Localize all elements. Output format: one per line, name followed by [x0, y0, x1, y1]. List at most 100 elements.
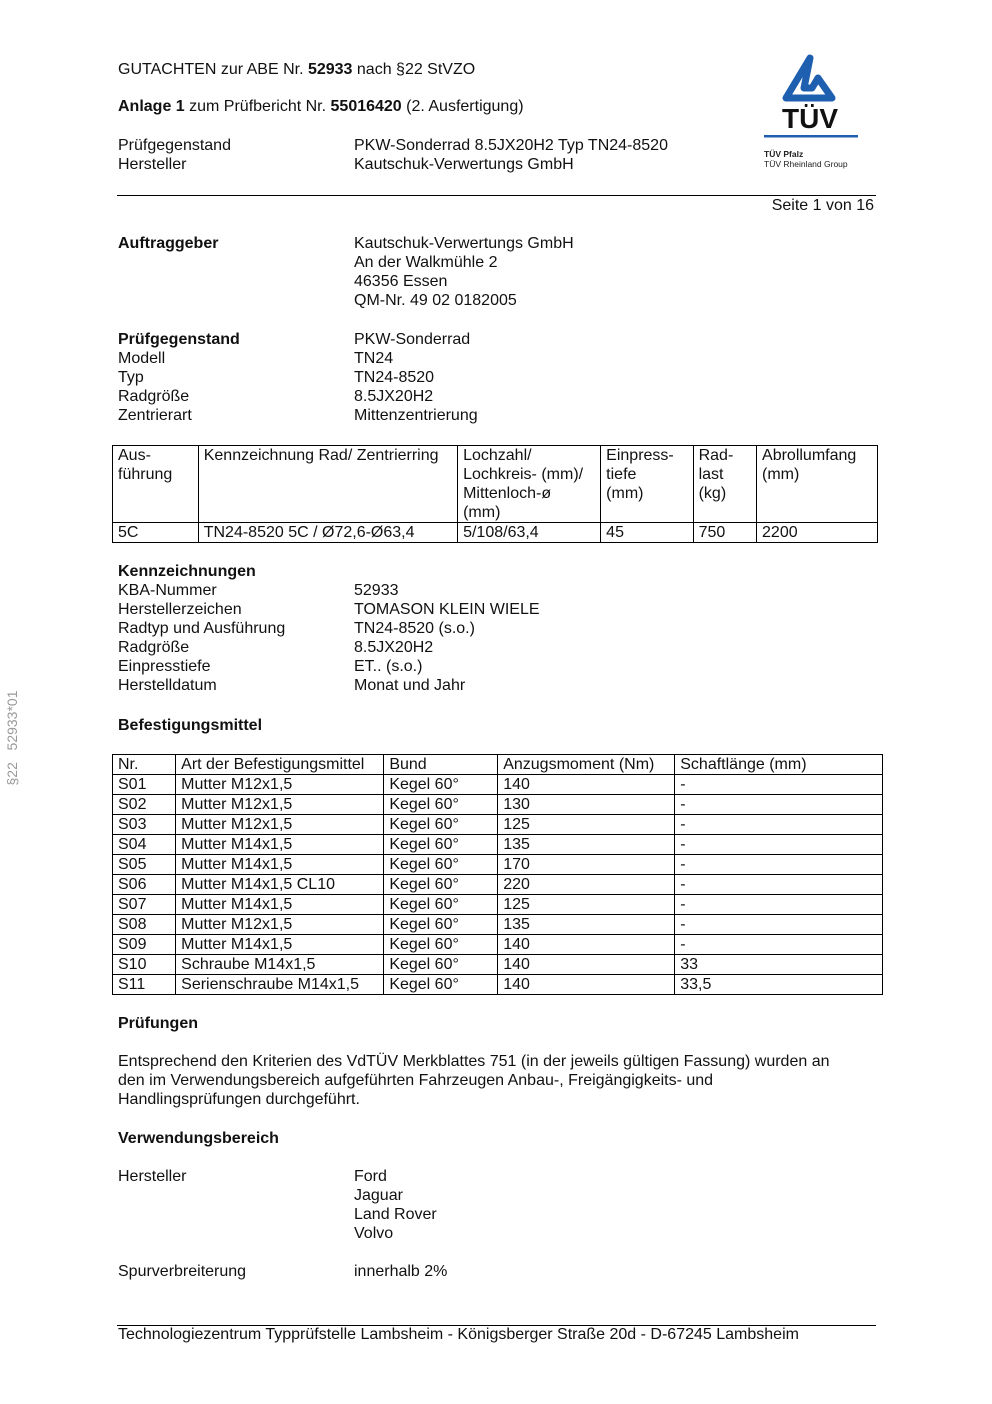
table-cell: - [674, 814, 883, 835]
table-cell: TN24-8520 5C / Ø72,6-Ø63,4 [197, 522, 459, 543]
table-cell: S09 [111, 934, 177, 955]
table-cell: S11 [111, 974, 177, 995]
table-cell: Kegel 60° [383, 914, 499, 935]
value: Monat und Jahr [354, 677, 466, 694]
header-info: Prüfgegenstand PKW-Sonderrad 8.5JX20H2 Ty… [118, 136, 878, 174]
table-cell: Mutter M12x1,5 [175, 794, 385, 815]
report-subtitle: Anlage 1 zum Prüfbericht Nr. 55016420 (2… [118, 98, 524, 115]
table-cell: S01 [111, 774, 177, 795]
section-heading: Prüfungen [118, 1015, 198, 1032]
verwendung-section: Hersteller Ford Jaguar Land Rover Volvo S… [118, 1167, 878, 1281]
svg-text:TÜV Rheinland Group: TÜV Rheinland Group [764, 159, 848, 169]
header-line: tiefe [606, 466, 637, 483]
value: Ford [354, 1168, 387, 1185]
value: 52933 [354, 582, 399, 599]
section-heading: Kennzeichnungen [118, 563, 256, 580]
label: Hersteller [118, 1168, 187, 1185]
report-title: GUTACHTEN zur ABE Nr. 52933 nach §22 StV… [118, 61, 476, 78]
table-cell: S05 [111, 854, 177, 875]
table-cell: Kegel 60° [383, 934, 499, 955]
label: Modell [118, 350, 166, 367]
header-line: Lochzahl/ [463, 447, 532, 464]
table-cell: 5C [112, 522, 199, 543]
table-cell: Kegel 60° [383, 814, 499, 835]
value: Volvo [354, 1225, 394, 1242]
table-cell: 140 [497, 774, 676, 795]
table-cell: - [674, 774, 883, 795]
table-cell: - [674, 914, 883, 935]
header-line: führung [118, 466, 173, 483]
table-cell: - [674, 934, 883, 955]
table-cell: Mutter M14x1,5 [175, 834, 385, 855]
table-cell: Mutter M14x1,5 CL10 [175, 874, 385, 895]
table-cell: 33,5 [674, 974, 883, 995]
value: PKW-Sonderrad 8.5JX20H2 Typ TN24-8520 [354, 137, 668, 154]
tuv-logo: TÜV TÜV Pfalz TÜV Rheinland Group [752, 52, 882, 177]
column-header: Bund [383, 754, 499, 775]
table-cell: - [674, 854, 883, 875]
table-cell: Mutter M12x1,5 [175, 774, 385, 795]
table-cell: S06 [111, 874, 177, 895]
value: QM-Nr. 49 02 0182005 [354, 292, 517, 309]
table-row: S10 Schraube M14x1,5 Kegel 60° 140 33 [111, 954, 883, 975]
value: Jaguar [354, 1187, 403, 1204]
header-line: Abrollumfang [762, 447, 857, 464]
table-cell: 125 [497, 894, 676, 915]
value: PKW-Sonderrad [354, 331, 471, 348]
svg-text:TÜV: TÜV [782, 103, 838, 134]
column-header: Aus-führung [112, 445, 199, 523]
page-number: Seite 1 von 16 [771, 197, 874, 214]
table-cell: 135 [497, 834, 676, 855]
header-line: Einpress- [606, 447, 674, 464]
kennzeichnungen-section: Kennzeichnungen KBA-Nummer 52933 Herstelle… [118, 562, 878, 695]
value: TOMASON KLEIN WIELE [354, 601, 540, 618]
label: Einpresstiefe [118, 658, 211, 675]
table-cell: S03 [111, 814, 177, 835]
header-line: (mm) [762, 466, 800, 483]
table-row: S02 Mutter M12x1,5 Kegel 60° 130- [111, 794, 883, 815]
table-row: S05 Mutter M14x1,5 Kegel 60° 170- [111, 854, 883, 875]
auftraggeber-section: Auftraggeber Kautschuk-Verwertungs GmbH A… [118, 234, 878, 310]
section-heading: Befestigungsmittel [118, 717, 263, 734]
footer-divider [117, 1325, 876, 1326]
table-cell: Mutter M12x1,5 [175, 814, 385, 835]
column-header: Einpress-tiefe (mm) [600, 445, 694, 523]
value: Mittenzentrierung [354, 407, 478, 424]
header-line: Aus- [118, 447, 151, 464]
table-cell: Kegel 60° [383, 794, 499, 815]
table-cell: Kegel 60° [383, 834, 499, 855]
header-line: Mittenloch-ø [463, 485, 552, 502]
label: Zentrierart [118, 407, 192, 424]
label: KBA-Nummer [118, 582, 217, 599]
table-row: S08 Mutter M12x1,5 Kegel 60° 135- [111, 914, 883, 935]
table-header-row: Nr. Art der Befestigungsmittel Bund Anzugsm… [111, 754, 883, 775]
kv-row: KBA-Nummer 52933 [118, 581, 878, 600]
header-line: Lochkreis- (mm)/ [463, 466, 584, 483]
value: 46356 Essen [354, 273, 448, 290]
table-cell: 33 [674, 954, 883, 975]
table-cell: Kegel 60° [383, 774, 499, 795]
table-row: S07 Mutter M14x1,5 Kegel 60° 125- [111, 894, 883, 915]
column-header: Nr. [111, 754, 177, 775]
value: Land Rover [354, 1206, 437, 1223]
table-cell: - [674, 794, 883, 815]
table-cell: Mutter M14x1,5 [175, 894, 385, 915]
table-row: S06 Mutter M14x1,5 CL10 Kegel 60° 220- [111, 874, 883, 895]
label: Prüfgegenstand [118, 331, 240, 348]
header-line: (kg) [698, 485, 727, 502]
table-row: S01 Mutter M12x1,5 Kegel 60° 140- [111, 774, 883, 795]
value: TN24-8520 (s.o.) [354, 620, 475, 637]
table-cell: Kegel 60° [383, 954, 499, 975]
kv-row: Modell TN24 [118, 349, 878, 368]
label: Spurverbreiterung [118, 1263, 247, 1280]
value: TN24 [354, 350, 394, 367]
table-cell: Serienschraube M14x1,5 [175, 974, 385, 995]
table-cell: S04 [111, 834, 177, 855]
pruefungen-text: Entsprechend den Kriterien des VdTÜV Mer… [118, 1053, 830, 1108]
table-cell: Kegel 60° [383, 874, 499, 895]
table-header-row: Aus-führung Kennzeichnung Rad/ Zentrierri… [112, 445, 878, 523]
column-header: Art der Befestigungsmittel [175, 754, 385, 775]
value: TN24-8520 [354, 369, 435, 386]
column-header: Anzugsmoment (Nm) [497, 754, 676, 775]
value: ET.. (s.o.) [354, 658, 423, 675]
